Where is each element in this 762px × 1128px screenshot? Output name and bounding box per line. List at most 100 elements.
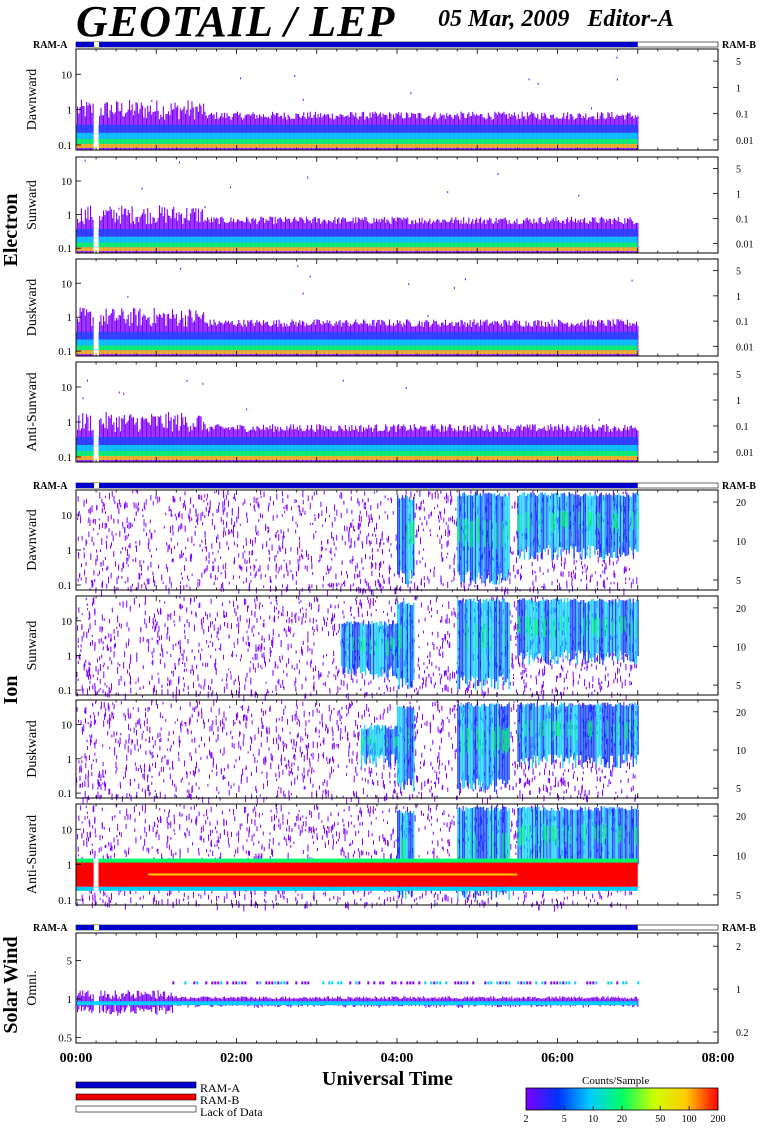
legend-swatch-0: [75, 1081, 197, 1089]
right-tick-0-0.01-3: 0.01: [736, 136, 754, 147]
group-label-ion: Ion: [0, 676, 22, 705]
colorbar-title: Counts/Sample: [582, 1075, 650, 1087]
panel-label-1: Sunward: [25, 621, 40, 671]
x-axis-label: Universal Time: [322, 1068, 453, 1090]
left-tick-1-10-0: 10: [61, 720, 73, 732]
right-tick-0-1-1: 1: [736, 83, 741, 94]
left-tick-0-1-1: 1: [67, 312, 73, 324]
panel-ion-antisunward: 10 1 0.1 20 10 5 Anti-Sunward: [25, 803, 746, 912]
left-tick-0-10-0: 10: [61, 69, 73, 81]
right-tick-1-20-0: 20: [736, 708, 746, 719]
panel-label-0: Dawnward: [25, 69, 40, 130]
panel-label-2: Omni.: [25, 970, 40, 1005]
panel-label-1: Duskward: [25, 720, 40, 778]
ram-a-label-0: RAM-A: [33, 40, 68, 51]
left-tick-1-0.1-2: 0.1: [58, 788, 72, 800]
left-tick-0-0.1-2: 0.1: [58, 346, 72, 358]
left-tick-0-1-1: 1: [67, 417, 73, 429]
left-tick-1-0.1-2: 0.1: [58, 685, 72, 697]
colorbar-tick-50: 50: [655, 1114, 665, 1125]
left-tick-1-10-0: 10: [61, 510, 73, 522]
ram-b-label-0: RAM-B: [722, 40, 756, 51]
chart-title: GEOTAIL / LEP: [76, 0, 396, 46]
panel-label-0: Sunward: [25, 180, 40, 230]
chart-subtitle: 05 Mar, 2009 Editor-A: [438, 6, 674, 33]
panel-ion-duskward: 10 1 0.1 20 10 5 Duskward: [25, 699, 746, 805]
right-tick-0-0.1-2: 0.1: [736, 422, 749, 433]
legend-label-ram-b: RAM-B: [200, 1093, 240, 1107]
left-tick-0-10-0: 10: [61, 176, 73, 188]
panel-electron-duskward: 10 1 0.1 5 1 0.1 0.01 Duskward: [25, 258, 754, 358]
right-tick-0-5-0: 5: [736, 57, 741, 68]
legend-label-lack-of-data: Lack of Data: [200, 1105, 263, 1119]
right-tick-1-20-0: 20: [736, 604, 746, 615]
legend-swatch-2: [75, 1105, 197, 1113]
left-tick-0-0.1-2: 0.1: [58, 140, 72, 152]
colorbar-tick-100: 100: [682, 1114, 697, 1125]
panel-ion-sunward: 10 1 0.1 20 10 5 Sunward: [25, 595, 746, 702]
right-tick-2-2-0: 2: [736, 942, 741, 953]
right-tick-2-0.2-2: 0.2: [736, 1028, 749, 1039]
left-tick-2-5-0: 5: [67, 956, 73, 968]
left-tick-1-0.1-2: 0.1: [58, 895, 72, 907]
right-tick-1-10-1: 10: [736, 537, 746, 548]
left-tick-1-1-1: 1: [67, 860, 73, 872]
ram-a-label-1: RAM-A: [33, 481, 68, 492]
right-tick-0-1-1: 1: [736, 396, 741, 407]
right-tick-0-1-1: 1: [736, 189, 741, 200]
left-tick-2-1-1: 1: [67, 994, 73, 1006]
left-tick-1-1-1: 1: [67, 650, 73, 662]
right-tick-1-20-0: 20: [736, 498, 746, 509]
panel-label-0: Anti-Sunward: [25, 372, 40, 451]
right-tick-1-10-1: 10: [736, 746, 746, 757]
ram-b-label-2: RAM-B: [722, 923, 756, 934]
right-tick-0-0.01-3: 0.01: [736, 239, 754, 250]
panel-ion-dawnward: 10 1 0.1 20 10 5 Dawnward: [25, 489, 746, 597]
right-tick-1-10-1: 10: [736, 852, 746, 863]
right-tick-1-5-2: 5: [736, 576, 741, 587]
panel-label-0: Duskward: [25, 279, 40, 337]
panel-electron-sunward: 10 1 0.1 5 1 0.1 0.01 Sunward: [25, 156, 754, 255]
ram-b-label-1: RAM-B: [722, 481, 756, 492]
colorbar-tick-20: 20: [617, 1114, 627, 1125]
right-tick-1-10-1: 10: [736, 642, 746, 653]
x-tick-02:00: 02:00: [220, 1051, 253, 1066]
left-tick-0-1-1: 1: [67, 105, 73, 117]
right-tick-0-1-1: 1: [736, 292, 741, 303]
right-tick-0-5-0: 5: [736, 267, 741, 278]
panel-electron-antisunward: 10 1 0.1 5 1 0.1 0.01 Anti-Sunward: [25, 361, 754, 464]
left-tick-2-0.5-2: 0.5: [58, 1033, 72, 1045]
colorbar-tick-2: 2: [524, 1114, 529, 1125]
colorbar-tick-10: 10: [588, 1114, 598, 1125]
left-tick-1-1-1: 1: [67, 754, 73, 766]
ram-bar-0: [75, 41, 719, 48]
x-tick-08:00: 08:00: [702, 1051, 735, 1066]
right-tick-0-0.1-2: 0.1: [736, 110, 749, 121]
right-tick-1-5-2: 5: [736, 891, 741, 902]
left-tick-1-10-0: 10: [61, 616, 73, 628]
right-tick-1-5-2: 5: [736, 681, 741, 692]
panel-label-1: Dawnward: [25, 509, 40, 570]
left-tick-0-10-0: 10: [61, 278, 73, 290]
right-tick-1-20-0: 20: [736, 812, 746, 823]
date-label: 05 Mar, 2009: [438, 6, 570, 32]
left-tick-0-0.1-2: 0.1: [58, 243, 72, 255]
colorbar-tick-5: 5: [562, 1114, 567, 1125]
right-tick-2-1-1: 1: [736, 985, 741, 996]
left-tick-0-10-0: 10: [61, 382, 73, 394]
x-tick-00:00: 00:00: [60, 1051, 93, 1066]
group-label-solar-wind: Solar Wind: [0, 936, 22, 1033]
x-tick-04:00: 04:00: [381, 1051, 414, 1066]
left-tick-1-0.1-2: 0.1: [58, 580, 72, 592]
right-tick-0-0.1-2: 0.1: [736, 214, 749, 225]
right-tick-0-0.1-2: 0.1: [736, 317, 749, 328]
group-label-electron: Electron: [0, 194, 22, 267]
left-tick-0-0.1-2: 0.1: [58, 452, 72, 464]
panel-solar-wind-omni: 5 1 0.5 2 1 0.2 Omni.: [25, 932, 749, 1045]
panel-label-1: Anti-Sunward: [25, 815, 40, 894]
ram-bar-1: [75, 482, 719, 489]
editor-label: Editor-A: [587, 6, 675, 32]
legend-swatch-1: [75, 1093, 197, 1101]
right-tick-1-5-2: 5: [736, 784, 741, 795]
